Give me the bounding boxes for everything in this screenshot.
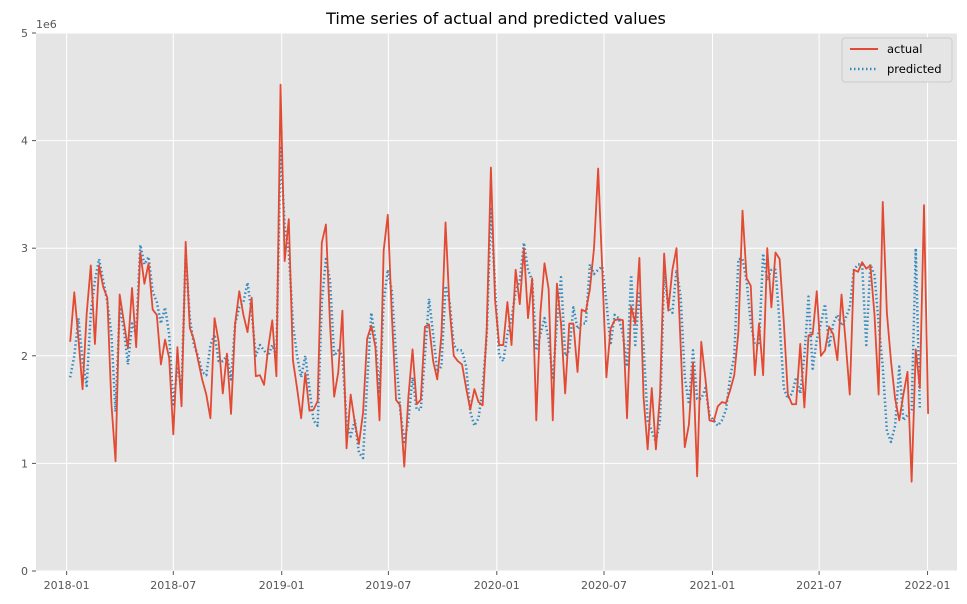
x-tick-label: 2021-07	[796, 579, 842, 592]
x-tick-label: 2019-01	[259, 579, 305, 592]
legend-predicted-label: predicted	[887, 62, 942, 76]
y-axis: 0 1 2 3 4 5	[21, 27, 36, 578]
x-tick-label: 2020-07	[581, 579, 627, 592]
x-tick-label: 2020-01	[474, 579, 520, 592]
chart-title: Time series of actual and predicted valu…	[325, 9, 666, 28]
x-tick-label: 2018-01	[44, 579, 90, 592]
y-tick-label: 3	[21, 242, 28, 255]
legend-actual-label: actual	[887, 42, 922, 56]
series-line-actual	[69, 83, 930, 483]
y-tick-label: 5	[21, 27, 28, 40]
x-tick-label: 2021-01	[689, 579, 735, 592]
legend: actual predicted	[841, 37, 953, 83]
y-tick-label: 4	[21, 135, 28, 148]
series-group	[68, 83, 930, 483]
x-tick-label: 2019-07	[365, 579, 411, 592]
x-tick-label: 2022-01	[905, 579, 951, 592]
y-multiplier-label: 1e6	[36, 18, 57, 31]
x-axis: 2018-01 2018-07 2019-01 2019-07 2020-01 2020-…	[44, 571, 951, 592]
y-tick-label: 2	[21, 350, 28, 363]
y-tick-label: 0	[21, 565, 28, 578]
x-tick-label: 2018-07	[150, 579, 196, 592]
y-tick-label: 1	[21, 457, 28, 470]
